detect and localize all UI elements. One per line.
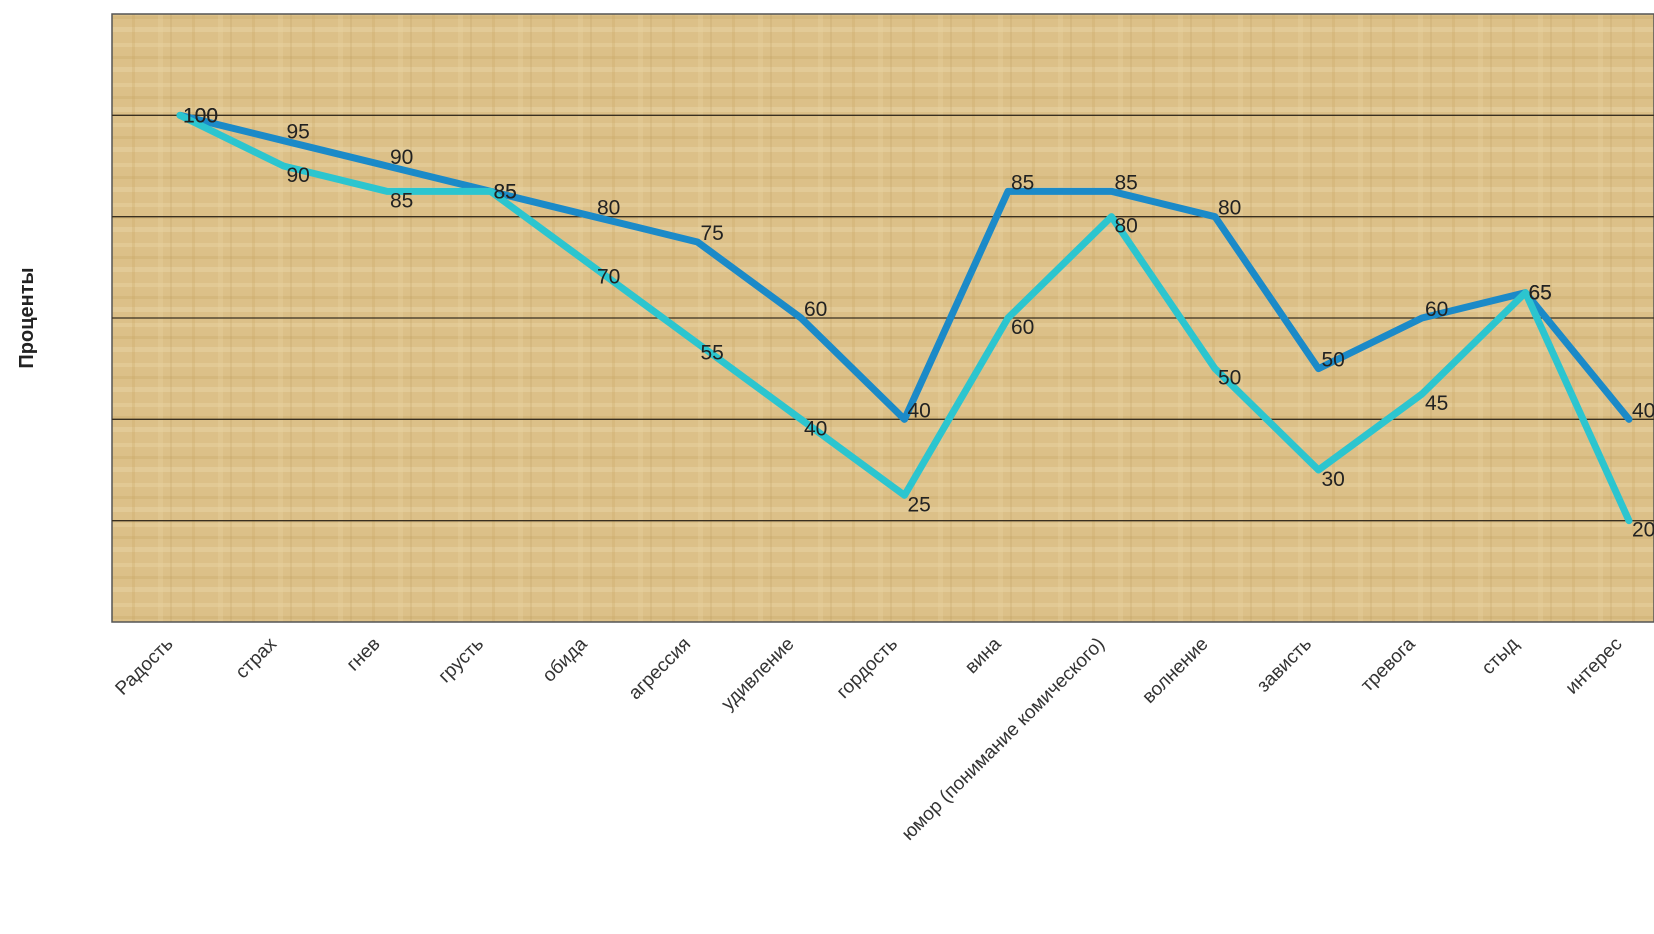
x-tick-label: зависть [1253,634,1316,697]
data-label: 80 [1115,215,1138,238]
data-label: 85 [494,180,517,203]
series-line-1 [176,111,1633,423]
data-label: 60 [1425,298,1448,321]
data-label: 100 [183,104,218,127]
data-label: 45 [1425,392,1448,415]
data-label: 40 [804,417,827,440]
data-label: 40 [1632,399,1654,422]
data-label: 65 [1529,282,1552,305]
data-label: 100 [183,104,218,127]
x-tick-label: вина [961,633,1006,678]
data-label: 25 [908,493,931,516]
x-tick-label: стыд [1478,634,1523,679]
gridlines [112,114,1654,522]
data-label: 90 [287,164,310,187]
x-tick-label: грусть [435,634,489,688]
series-lines [176,111,1633,525]
data-label: 90 [390,146,413,169]
data-label: 70 [597,265,620,288]
data-label: 85 [1011,171,1034,194]
x-tick-label: удивление [718,634,799,715]
x-tick-label: страх [232,633,282,683]
x-tick-label: интерес [1562,634,1627,699]
x-tick-label: Радость [112,634,178,700]
x-axis-tick-labels: Радость страх гнев грусть обида агрессия удивл… [112,633,1627,845]
data-label: 55 [701,341,724,364]
data-label: 85 [390,189,413,212]
data-label: 60 [804,298,827,321]
data-label: 75 [701,222,724,245]
data-label: 85 [1115,171,1138,194]
x-tick-label: гнев [343,634,385,676]
data-label: 30 [1322,468,1345,491]
data-label: 80 [597,197,620,220]
x-tick-label: обида [539,633,592,686]
x-tick-label: юмор (понимание комического) [898,634,1109,845]
series-line-2 [176,111,1633,525]
data-label: 60 [1011,316,1034,339]
x-tick-label: гордость [833,634,902,703]
x-tick-label: волнение [1138,634,1212,708]
x-tick-label: агрессия [625,634,695,704]
x-tick-label: тревога [1357,633,1420,696]
data-label: 85 [494,180,517,203]
data-label: 80 [1218,197,1241,220]
data-label: 65 [1529,282,1552,305]
data-label: 95 [287,121,310,144]
data-label: 20 [1632,519,1654,542]
data-label: 50 [1322,349,1345,372]
data-label: 50 [1218,367,1241,390]
y-axis-label: Проценты [16,267,38,368]
data-label: 40 [908,399,931,422]
